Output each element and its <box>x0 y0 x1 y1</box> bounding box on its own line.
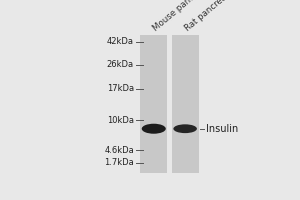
Text: Mouse pancreas: Mouse pancreas <box>152 0 211 33</box>
Bar <box>140 35 167 173</box>
Text: 42kDa: 42kDa <box>107 37 134 46</box>
Text: 10kDa: 10kDa <box>107 116 134 125</box>
Bar <box>172 35 199 173</box>
Text: 17kDa: 17kDa <box>107 84 134 93</box>
Ellipse shape <box>173 124 197 133</box>
Text: 1.7kDa: 1.7kDa <box>104 158 134 167</box>
Text: Insulin: Insulin <box>206 124 238 134</box>
Ellipse shape <box>142 124 166 134</box>
Text: 4.6kDa: 4.6kDa <box>104 146 134 155</box>
Text: Rat pancreas: Rat pancreas <box>183 0 232 33</box>
Text: 26kDa: 26kDa <box>107 60 134 69</box>
